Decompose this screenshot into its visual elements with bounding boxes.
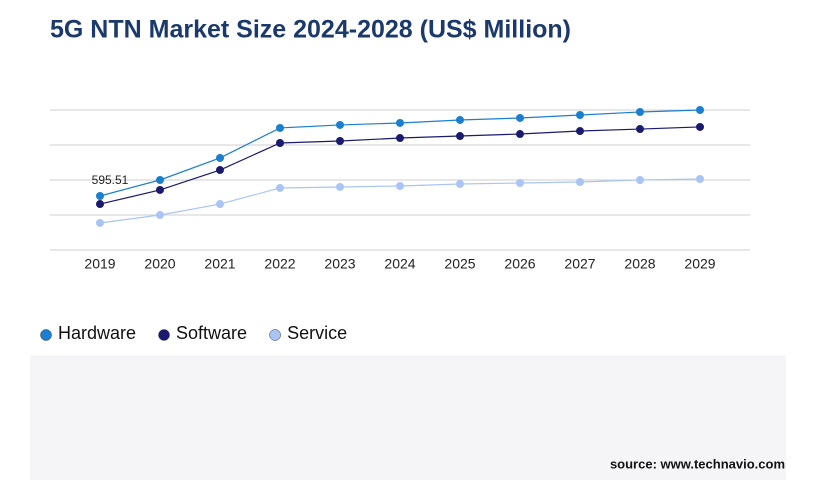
x-tick-label: 2027: [564, 256, 595, 272]
source: source: www.technavio.com: [610, 456, 785, 471]
legend-marker: [158, 329, 170, 341]
x-tick-label: 2025: [444, 256, 475, 272]
data-point: [96, 192, 104, 201]
data-point: [576, 110, 584, 119]
legend-label: Software: [176, 323, 247, 343]
data-point: [336, 137, 344, 146]
footer-panel: [30, 355, 786, 480]
data-point: [636, 176, 644, 184]
data-point: [216, 166, 224, 175]
data-point: [456, 132, 464, 141]
data-point: [156, 176, 164, 184]
data-point: [516, 130, 524, 139]
x-tick-label: 2023: [324, 256, 355, 272]
data-point: [396, 134, 404, 143]
data-point: [696, 106, 704, 114]
data-point: [456, 179, 464, 188]
chart-title: 5G NTN Market Size 2024-2028 (US$ Millio…: [50, 16, 571, 44]
x-tick-label: 2029: [684, 256, 715, 272]
legend-marker: [40, 329, 52, 341]
data-point: [396, 118, 404, 127]
x-tick-label: 2028: [624, 256, 655, 272]
data-point: [156, 185, 164, 194]
data-point: [336, 182, 344, 191]
data-point: [516, 113, 524, 122]
data-point: [276, 139, 284, 148]
x-tick-label: 2024: [384, 256, 415, 272]
data-point: [276, 183, 284, 192]
data-point: [216, 200, 224, 209]
x-tick-label: 2022: [264, 256, 295, 272]
legend-marker: [269, 329, 281, 341]
data-point: [636, 125, 644, 134]
x-tick-label: 2019: [84, 256, 115, 272]
data-point: [696, 175, 704, 184]
data-point: [396, 181, 404, 190]
legend-label: Service: [287, 323, 347, 343]
x-tick-label: 2026: [504, 256, 535, 272]
data-point: [96, 218, 104, 227]
data-point: [636, 107, 644, 116]
data-label: 595.51: [92, 173, 129, 187]
data-point: [96, 200, 104, 209]
data-point: [276, 123, 284, 132]
data-point: [576, 127, 584, 136]
data-point: [216, 153, 224, 162]
data-point: [456, 115, 464, 124]
x-tick-label: 2020: [144, 256, 175, 272]
legend-label: Hardware: [58, 323, 136, 343]
x-tick-label: 2021: [204, 256, 235, 272]
data-point: [156, 211, 164, 219]
data-point: [696, 122, 704, 131]
data-point: [576, 177, 584, 186]
data-point: [516, 178, 524, 187]
data-point: [336, 120, 344, 129]
